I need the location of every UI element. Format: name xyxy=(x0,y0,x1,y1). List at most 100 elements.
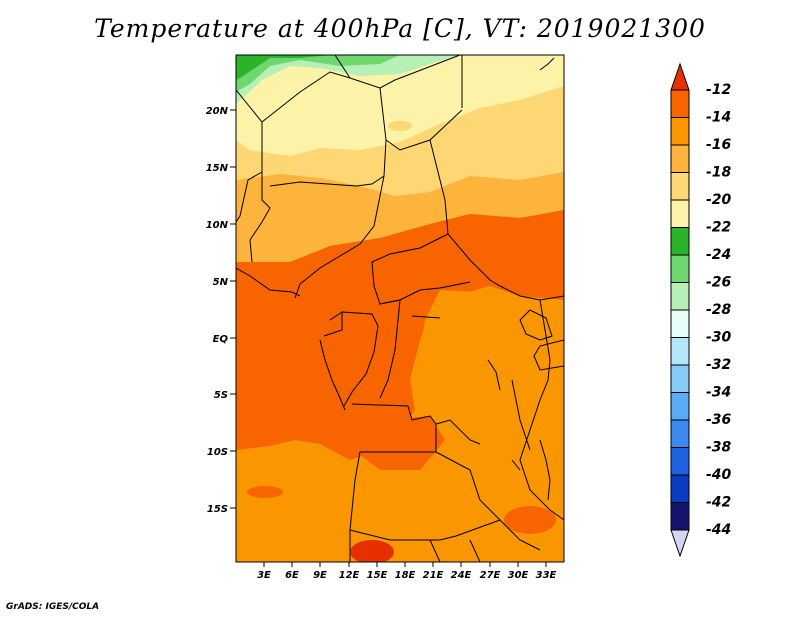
lon-label: 33E xyxy=(536,570,557,581)
field-spot-se xyxy=(504,506,556,534)
border-lake xyxy=(533,339,564,371)
field-patch-pale-1 xyxy=(310,154,350,166)
lon-label: 21E xyxy=(423,570,444,581)
lat-label: 10N xyxy=(206,220,229,231)
lon-label: 27E xyxy=(480,570,501,581)
border-angola-n xyxy=(351,403,481,445)
lat-axis: 20N 15N 10N 5N EQ 5S 10S 15S xyxy=(206,106,236,515)
lon-label: 18E xyxy=(395,570,416,581)
lake-tanganyika xyxy=(511,379,531,451)
colorbar-box xyxy=(670,337,690,366)
colorbar-box xyxy=(670,474,690,503)
colorbar: -12 -14 -16 -18 -20 -22 -24 -26 -28 -30 -32 -34 -36… xyxy=(670,62,732,558)
colorbar-label: -34 xyxy=(706,385,731,401)
border-libya xyxy=(379,55,461,89)
border-gabon xyxy=(323,311,343,337)
coast-ne xyxy=(539,57,555,71)
lon-axis: 3E 6E 9E 12E 15E 18E 21E 24E 27E 30E 33E xyxy=(257,562,557,581)
field-patch-south xyxy=(360,416,445,470)
border-sudan xyxy=(429,139,564,301)
colorbar-box xyxy=(670,502,690,531)
border-s1 xyxy=(429,539,441,562)
border-car xyxy=(371,233,471,305)
border-east xyxy=(519,299,564,521)
colorbar-box xyxy=(670,144,690,173)
field-spot-red xyxy=(350,540,394,562)
colorbar-box xyxy=(670,282,690,311)
lat-label: 5N xyxy=(213,277,229,288)
coast-w xyxy=(236,267,301,297)
colorbar-box xyxy=(670,254,690,283)
chart-title: Temperature at 400hPa [C], VT: 201902130… xyxy=(94,14,706,43)
country-borders xyxy=(236,55,564,562)
lon-label: 24E xyxy=(451,570,472,581)
border-zambia-n xyxy=(435,451,501,521)
lat-label: 15S xyxy=(207,504,228,515)
lat-label: 5S xyxy=(214,390,228,401)
coast-gabon xyxy=(319,339,346,411)
field-spot-sw xyxy=(247,486,283,498)
lat-label: 10S xyxy=(207,447,228,458)
grads-credit: GrADS: IGES/COLA xyxy=(6,602,100,612)
border-chad-n xyxy=(385,109,463,151)
border-w1 xyxy=(236,89,263,223)
colorbar-label: -22 xyxy=(706,220,731,236)
colorbar-label-top: -12 xyxy=(706,82,731,98)
colorbar-box xyxy=(670,227,690,256)
lon-label: 6E xyxy=(285,570,299,581)
border-congo xyxy=(341,311,379,407)
colorbar-box xyxy=(670,117,690,146)
temperature-field xyxy=(236,55,564,562)
colorbar-label: -18 xyxy=(706,165,732,181)
colorbar-box xyxy=(670,89,690,118)
lon-label: 12E xyxy=(339,570,360,581)
border-zambia xyxy=(349,519,541,551)
river-1 xyxy=(411,315,441,319)
field-band-m24 xyxy=(236,55,330,80)
border-n1 xyxy=(334,55,351,79)
lake-malawi xyxy=(539,439,551,501)
colorbar-label: -38 xyxy=(706,440,732,456)
border-angola-s xyxy=(349,451,361,562)
field-band-m26 xyxy=(236,55,400,92)
colorbar-label: -32 xyxy=(706,357,731,373)
colorbar-box xyxy=(670,364,690,393)
lon-label: 9E xyxy=(313,570,327,581)
colorbar-label: -42 xyxy=(706,495,731,511)
colorbar-labels: -14 -16 -18 -20 -22 -24 -26 -28 -30 -32 -34 -36 -38 -… xyxy=(706,110,732,511)
colorbar-label: -16 xyxy=(706,137,732,153)
lat-label: 20N xyxy=(206,106,229,117)
colorbar-box xyxy=(670,309,690,338)
lat-label: 15N xyxy=(206,163,229,174)
colorbar-label: -26 xyxy=(706,275,732,291)
lon-label: 3E xyxy=(257,570,271,581)
colorbar-boxes xyxy=(670,89,690,531)
colorbar-box xyxy=(670,172,690,201)
colorbar-box xyxy=(670,447,690,476)
lon-label: 15E xyxy=(367,570,388,581)
river-2 xyxy=(511,459,521,471)
colorbar-label: -40 xyxy=(706,467,732,483)
colorbar-label: -36 xyxy=(706,412,732,428)
border-w2 xyxy=(249,172,271,263)
map-frame xyxy=(235,54,565,563)
lon-label: 30E xyxy=(508,570,529,581)
lake-victoria xyxy=(519,309,553,341)
colorbar-label: -30 xyxy=(706,330,732,346)
border-s2 xyxy=(469,539,481,562)
field-band-m28 xyxy=(236,55,460,104)
colorbar-box xyxy=(670,199,690,228)
colorbar-label: -28 xyxy=(706,302,732,318)
lat-label: EQ xyxy=(213,334,229,345)
colorbar-label-bottom: -44 xyxy=(706,522,731,538)
colorbar-label: -14 xyxy=(706,110,731,126)
colorbar-box xyxy=(670,419,690,448)
colorbar-label: -20 xyxy=(706,192,732,208)
lake-kivu xyxy=(487,359,501,391)
border-drc-n xyxy=(379,299,401,399)
colorbar-bottom-arrow xyxy=(670,529,690,558)
field-patch-pale-2 xyxy=(388,121,412,131)
colorbar-top-arrow xyxy=(670,62,690,91)
colorbar-box xyxy=(670,392,690,421)
